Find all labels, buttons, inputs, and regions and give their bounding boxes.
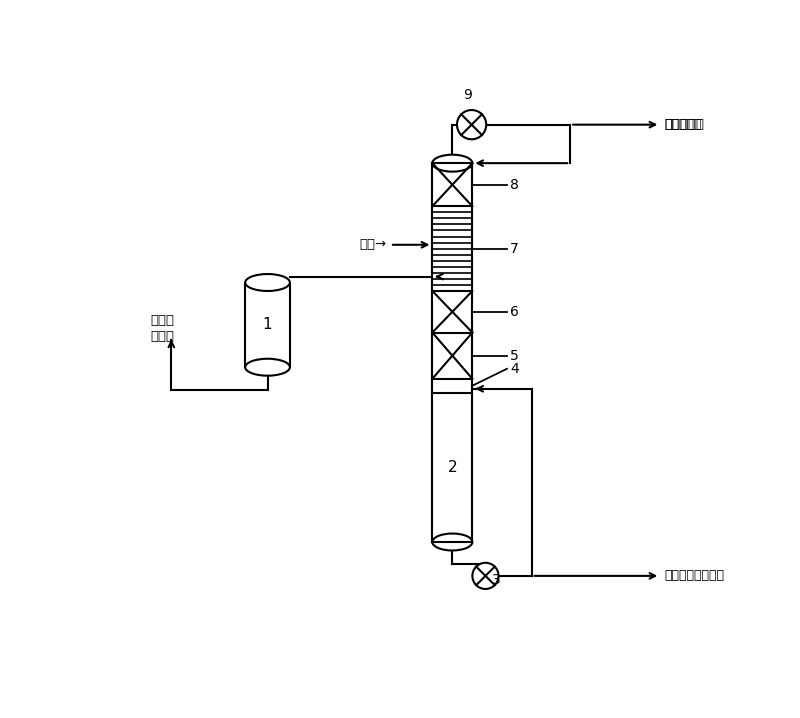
Text: 6: 6 (510, 304, 519, 319)
Bar (432, 163, 472, 542)
Text: 甲醇→: 甲醇→ (359, 238, 386, 251)
Text: 9: 9 (463, 88, 472, 103)
Text: 3: 3 (492, 574, 500, 587)
Text: 4: 4 (510, 362, 519, 376)
Ellipse shape (432, 533, 472, 551)
Text: 2: 2 (447, 460, 457, 475)
Text: 异丁烯: 异丁烯 (150, 314, 174, 327)
Text: 未反应原料: 未反应原料 (664, 118, 702, 131)
Bar (246, 282, 290, 367)
Text: 甲基叔丁基醚产品: 甲基叔丁基醚产品 (664, 569, 724, 582)
Circle shape (472, 563, 498, 589)
Text: 7: 7 (510, 242, 519, 256)
Circle shape (457, 110, 486, 139)
Text: 1: 1 (262, 317, 272, 332)
Text: 与甲醇: 与甲醇 (150, 330, 174, 342)
Ellipse shape (246, 274, 290, 291)
Ellipse shape (432, 154, 472, 172)
Ellipse shape (246, 359, 290, 376)
Text: 8: 8 (510, 178, 519, 192)
Text: 未反应原料: 未反应原料 (664, 118, 704, 131)
Text: 5: 5 (510, 349, 519, 363)
